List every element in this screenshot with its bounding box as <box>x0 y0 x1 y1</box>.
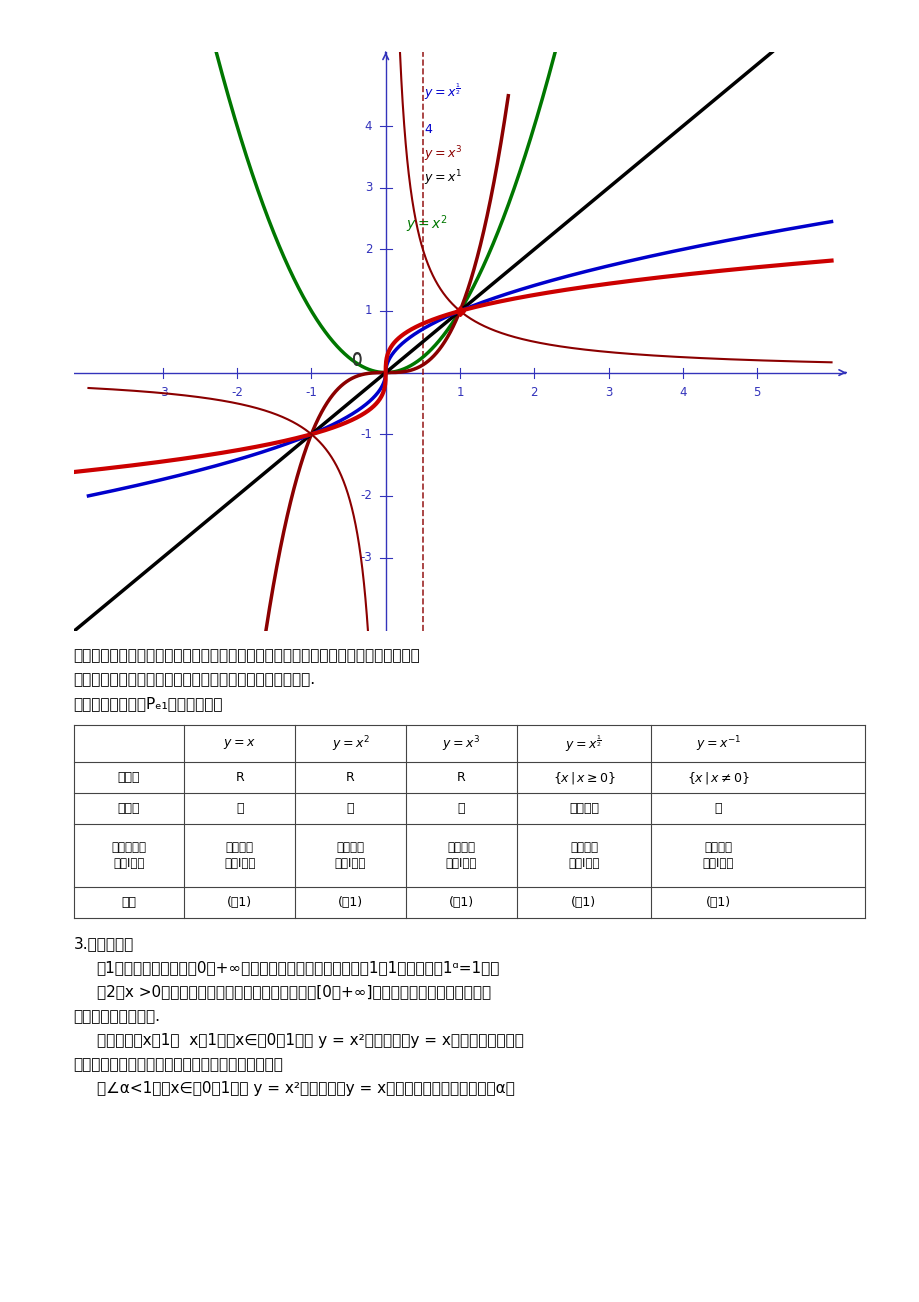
Text: 在第Ⅰ象限: 在第Ⅰ象限 <box>224 857 255 870</box>
Text: 让学生通过观察图像，分组讨论，探究幂函数的性质和图像的变化规律，教师注意引导: 让学生通过观察图像，分组讨论，探究幂函数的性质和图像的变化规律，教师注意引导 <box>74 648 420 664</box>
Text: 单调递增: 单调递增 <box>225 841 254 854</box>
Text: 定义域: 定义域 <box>118 771 140 784</box>
Text: 在第Ⅰ象限: 在第Ⅰ象限 <box>445 857 476 870</box>
Text: -1: -1 <box>305 387 317 400</box>
Text: 3: 3 <box>365 181 372 194</box>
Text: R: R <box>235 771 244 784</box>
Text: 3: 3 <box>605 387 612 400</box>
Text: $y = x^3$: $y = x^3$ <box>442 734 480 754</box>
Text: 在第Ⅰ象限: 在第Ⅰ象限 <box>113 857 144 870</box>
Text: $4$: $4$ <box>424 122 433 135</box>
Text: $y = x^2$: $y = x^2$ <box>332 734 369 754</box>
Text: $\{x\,|\,x\geq0\}$: $\{x\,|\,x\geq0\}$ <box>552 769 615 785</box>
Text: 3.幂函数性质: 3.幂函数性质 <box>74 936 133 952</box>
Text: $y = x^2$: $y = x^2$ <box>406 214 448 236</box>
Text: (，1): (，1) <box>571 896 596 909</box>
Text: (，1): (，1) <box>705 896 731 909</box>
Text: 单调增减性: 单调增减性 <box>111 841 146 854</box>
Text: 5: 5 <box>753 387 760 400</box>
Text: 单调递减: 单调递减 <box>704 841 732 854</box>
Text: 单调递增: 单调递增 <box>447 841 475 854</box>
Text: $y = x^{-1}$: $y = x^{-1}$ <box>695 734 740 754</box>
Text: (，1): (，1) <box>227 896 252 909</box>
Text: -3: -3 <box>157 387 168 400</box>
Text: $y = x^{\frac{1}{2}}$: $y = x^{\frac{1}{2}}$ <box>565 733 602 754</box>
Text: 2: 2 <box>530 387 538 400</box>
Text: 当∠α<1时，x∈（0，1）， y = x²的图像都在y = x的图像上方，形状向上凸，α越: 当∠α<1时，x∈（0，1）， y = x²的图像都在y = x的图像上方，形状… <box>96 1081 514 1096</box>
Text: 2: 2 <box>365 242 372 255</box>
Text: 函数图像逐渐上升）.: 函数图像逐渐上升）. <box>74 1009 161 1023</box>
Text: -2: -2 <box>231 387 243 400</box>
Text: 4: 4 <box>678 387 686 400</box>
Text: 特别地，当x＞1，  x＞1时，x∈（0，1）， y = x²的图像都在y = x图像的下方，形状: 特别地，当x＞1， x＞1时，x∈（0，1）， y = x²的图像都在y = x… <box>96 1032 523 1048</box>
Text: 单调递增: 单调递增 <box>569 841 597 854</box>
Text: -1: -1 <box>360 428 372 441</box>
Text: 1: 1 <box>365 305 372 318</box>
Text: 奇: 奇 <box>346 802 354 815</box>
Text: 通过观察图像，填Pₑ₁探究中的表格: 通过观察图像，填Pₑ₁探究中的表格 <box>74 697 223 712</box>
Text: 0: 0 <box>352 352 362 370</box>
Text: R: R <box>346 771 355 784</box>
Text: $\{x\,|\,x\neq0\}$: $\{x\,|\,x\neq0\}$ <box>686 769 749 785</box>
Text: R: R <box>457 771 465 784</box>
Text: 在第Ⅰ象限: 在第Ⅰ象限 <box>335 857 366 870</box>
Text: 4: 4 <box>365 120 372 133</box>
Text: 奇: 奇 <box>236 802 244 815</box>
Text: （1）所有的幂函数在（0，+∞）都有定义，并且图像都过点（1，1）（原因：1ᵅ=1）；: （1）所有的幂函数在（0，+∞）都有定义，并且图像都过点（1，1）（原因：1ᵅ=… <box>96 961 499 975</box>
Text: (，1): (，1) <box>448 896 473 909</box>
Text: $y=x^{\frac{1}{2}}$: $y=x^{\frac{1}{2}}$ <box>424 82 460 103</box>
Text: （2）x >0时，幂函数的图像都通过原点，并且在[0，+∞]上，是增函数（从左往右看，: （2）x >0时，幂函数的图像都通过原点，并且在[0，+∞]上，是增函数（从左往… <box>96 984 490 1000</box>
Text: 非奇非偶: 非奇非偶 <box>568 802 598 815</box>
Text: 1: 1 <box>456 387 463 400</box>
Text: 0: 0 <box>352 353 362 371</box>
Text: 奇: 奇 <box>714 802 721 815</box>
Text: -3: -3 <box>360 551 372 564</box>
Text: 单调递增: 单调递增 <box>336 841 364 854</box>
Text: $y = x$: $y = x$ <box>223 737 255 751</box>
Text: 奇偶性: 奇偶性 <box>118 802 140 815</box>
Text: -2: -2 <box>360 490 372 503</box>
Text: $y=x^3$: $y=x^3$ <box>424 145 461 164</box>
Text: 定点: 定点 <box>121 896 136 909</box>
Text: 向下凸越大，下凸的程度越大（你能找出原因吗？）: 向下凸越大，下凸的程度越大（你能找出原因吗？） <box>74 1057 283 1072</box>
Text: 在第Ⅰ象限: 在第Ⅰ象限 <box>702 857 733 870</box>
Text: $y=x^1$: $y=x^1$ <box>424 169 461 189</box>
Text: 学生用类比研究指数函数，对函数的方法研究幂函数的性质.: 学生用类比研究指数函数，对函数的方法研究幂函数的性质. <box>74 673 315 687</box>
Text: 奇: 奇 <box>457 802 464 815</box>
Text: 在第Ⅰ象限: 在第Ⅰ象限 <box>568 857 599 870</box>
Text: (，1): (，1) <box>337 896 363 909</box>
